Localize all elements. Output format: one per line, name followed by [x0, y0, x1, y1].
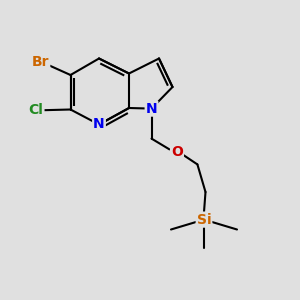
Text: Si: Si	[197, 213, 211, 226]
Text: Cl: Cl	[28, 103, 44, 117]
Text: Br: Br	[32, 55, 49, 68]
Text: N: N	[93, 118, 105, 131]
Text: N: N	[146, 102, 157, 116]
Text: O: O	[171, 146, 183, 159]
